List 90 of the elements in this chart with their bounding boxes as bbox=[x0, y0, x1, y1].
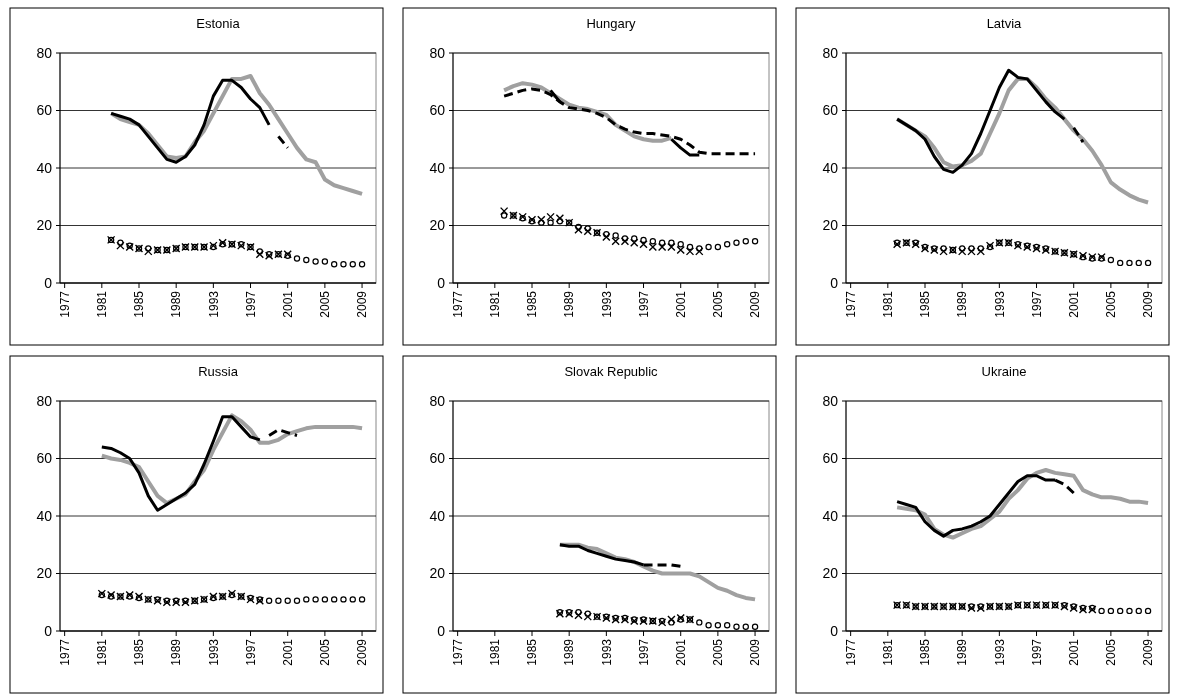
x-tick-label: 2001 bbox=[1066, 638, 1081, 666]
y-tick-label: 60 bbox=[822, 102, 839, 119]
y-tick-label: 80 bbox=[429, 44, 446, 61]
x-tick-label: 1993 bbox=[599, 638, 614, 666]
y-tick-label: 80 bbox=[822, 44, 839, 61]
y-tick-label: 60 bbox=[822, 450, 839, 467]
x-tick-label: 1985 bbox=[132, 290, 147, 318]
y-tick-label: 0 bbox=[44, 274, 53, 291]
x-tick-label: 1981 bbox=[95, 290, 110, 318]
y-tick-label: 0 bbox=[44, 622, 53, 639]
x-tick-label: 1985 bbox=[918, 290, 933, 318]
x-tick-label: 1989 bbox=[562, 638, 577, 666]
x-tick-label: 1977 bbox=[450, 290, 465, 318]
x-tick-label: 2009 bbox=[355, 638, 370, 666]
x-tick-label: 1985 bbox=[525, 638, 540, 666]
x-tick-label: 1977 bbox=[450, 638, 465, 666]
x-tick-label: 1997 bbox=[243, 290, 258, 318]
x-tick-label: 2001 bbox=[280, 638, 295, 666]
x-tick-label: 1993 bbox=[992, 638, 1007, 666]
y-tick-label: 20 bbox=[36, 565, 53, 582]
x-tick-label: 2001 bbox=[673, 290, 688, 318]
x-tick-label: 1977 bbox=[57, 638, 72, 666]
x-tick-label: 2009 bbox=[1141, 638, 1156, 666]
y-tick-label: 20 bbox=[822, 217, 839, 234]
y-tick-label: 80 bbox=[36, 392, 53, 409]
x-tick-label: 2001 bbox=[280, 290, 295, 318]
x-tick-label: 2005 bbox=[318, 638, 333, 666]
x-tick-label: 2009 bbox=[355, 290, 370, 318]
x-tick-label: 1985 bbox=[918, 638, 933, 666]
y-tick-label: 40 bbox=[36, 507, 53, 524]
x-tick-label: 1977 bbox=[843, 638, 858, 666]
y-tick-label: 40 bbox=[822, 507, 839, 524]
y-tick-label: 0 bbox=[437, 274, 446, 291]
x-tick-label: 1997 bbox=[243, 638, 258, 666]
x-tick-label: 1993 bbox=[992, 290, 1007, 318]
x-tick-label: 2005 bbox=[711, 290, 726, 318]
x-tick-label: 1989 bbox=[955, 638, 970, 666]
x-tick-label: 2005 bbox=[1104, 290, 1119, 318]
y-tick-label: 60 bbox=[36, 450, 53, 467]
y-tick-label: 60 bbox=[36, 102, 53, 119]
x-tick-label: 2009 bbox=[748, 638, 763, 666]
y-tick-label: 0 bbox=[830, 622, 839, 639]
x-tick-label: 1985 bbox=[525, 290, 540, 318]
x-tick-label: 1997 bbox=[636, 638, 651, 666]
y-tick-label: 40 bbox=[36, 159, 53, 176]
y-tick-label: 0 bbox=[830, 274, 839, 291]
x-tick-label: 1989 bbox=[169, 290, 184, 318]
x-tick-label: 2005 bbox=[318, 290, 333, 318]
x-tick-label: 1989 bbox=[955, 290, 970, 318]
x-tick-label: 1993 bbox=[206, 290, 221, 318]
y-tick-label: 40 bbox=[822, 159, 839, 176]
x-tick-label: 1977 bbox=[843, 290, 858, 318]
x-tick-label: 1997 bbox=[1029, 638, 1044, 666]
y-tick-label: 80 bbox=[429, 392, 446, 409]
y-tick-label: 60 bbox=[429, 450, 446, 467]
x-tick-label: 2001 bbox=[1066, 290, 1081, 318]
x-tick-label: 2009 bbox=[748, 290, 763, 318]
y-tick-label: 80 bbox=[822, 392, 839, 409]
x-tick-label: 1993 bbox=[206, 638, 221, 666]
chart-title: Ukraine bbox=[981, 364, 1027, 379]
chart-title: Latvia bbox=[986, 16, 1023, 31]
x-tick-label: 2005 bbox=[1104, 638, 1119, 666]
x-tick-label: 1981 bbox=[95, 638, 110, 666]
y-tick-label: 80 bbox=[36, 44, 53, 61]
x-tick-label: 1985 bbox=[132, 638, 147, 666]
y-tick-label: 20 bbox=[822, 565, 839, 582]
x-tick-label: 1989 bbox=[169, 638, 184, 666]
y-tick-label: 40 bbox=[429, 507, 446, 524]
y-tick-label: 40 bbox=[429, 159, 446, 176]
x-tick-label: 1981 bbox=[881, 290, 896, 318]
x-tick-label: 1977 bbox=[57, 290, 72, 318]
chart-title: Slovak Republic bbox=[564, 364, 659, 379]
y-tick-label: 20 bbox=[429, 217, 446, 234]
x-tick-label: 1981 bbox=[488, 290, 503, 318]
x-tick-label: 1993 bbox=[599, 290, 614, 318]
chart-title: Estonia bbox=[196, 16, 241, 31]
x-tick-label: 2005 bbox=[711, 638, 726, 666]
y-tick-label: 0 bbox=[437, 622, 446, 639]
x-tick-label: 1997 bbox=[1029, 290, 1044, 318]
x-tick-label: 1981 bbox=[488, 638, 503, 666]
x-tick-label: 1989 bbox=[562, 290, 577, 318]
y-tick-label: 60 bbox=[429, 102, 446, 119]
x-tick-label: 1981 bbox=[881, 638, 896, 666]
chart-title: Russia bbox=[198, 364, 239, 379]
y-tick-label: 20 bbox=[36, 217, 53, 234]
x-tick-label: 2009 bbox=[1141, 290, 1156, 318]
chart-title: Hungary bbox=[586, 16, 637, 31]
y-tick-label: 20 bbox=[429, 565, 446, 582]
x-tick-label: 2001 bbox=[673, 638, 688, 666]
x-tick-label: 1997 bbox=[636, 290, 651, 318]
